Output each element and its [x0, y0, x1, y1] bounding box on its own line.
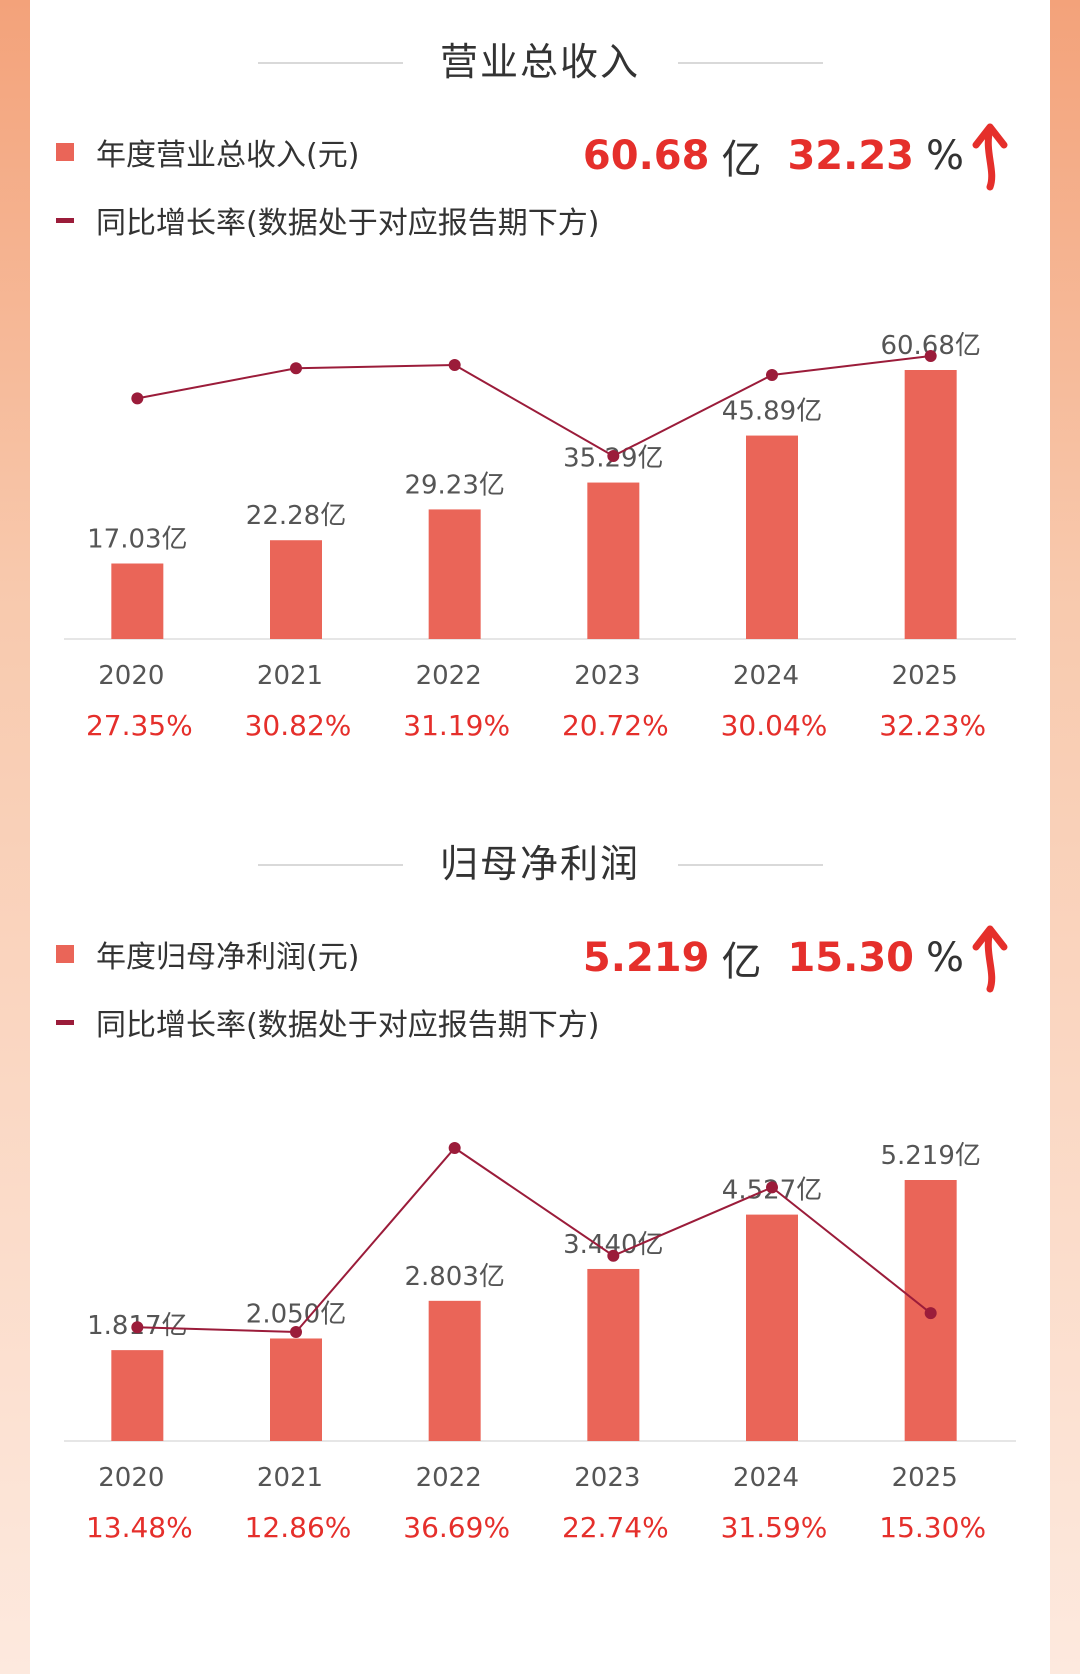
- bar: [746, 435, 798, 639]
- bar-value-label: 2.050亿: [246, 1299, 346, 1329]
- growth-point: [924, 350, 937, 362]
- legend-bar-series: 年度营业总收入(元): [56, 132, 360, 173]
- bar-value-label: 5.219亿: [880, 1141, 980, 1171]
- growth-point: [131, 392, 144, 405]
- bar: [270, 540, 322, 639]
- summary-growth: 32.23: [787, 133, 914, 179]
- legend-line-series: 同比增长率(数据处于对应报告期下方): [56, 200, 600, 241]
- x-tick-label: 2023: [574, 1463, 640, 1493]
- up-arrow-icon: [972, 123, 1008, 191]
- bar: [111, 1350, 164, 1441]
- growth-point: [607, 450, 620, 462]
- right-decor-stripe: [1050, 0, 1080, 1674]
- chart-title-row: 营业总收入: [30, 32, 1050, 92]
- bar: [428, 509, 481, 639]
- growth-point: [290, 362, 302, 375]
- chart-title: 归母净利润: [439, 842, 640, 886]
- x-tick-label: 2021: [257, 1463, 323, 1493]
- summary-growth: 15.30: [787, 935, 914, 981]
- growth-point: [290, 1326, 302, 1338]
- bar-value-label: 2.803亿: [404, 1262, 504, 1292]
- revenue-panel: 营业总收入 年度营业总收入(元) 同比增长率(数据处于对应报告期下方) 60.6…: [30, 0, 1050, 820]
- legend-bar-label: 年度归母净利润(元): [96, 940, 360, 975]
- growth-rate-label: 30.04%: [721, 709, 828, 742]
- revenue-chart: 17.03亿 2020 27.35% 22.28亿 2021 30.82% 29.23亿 20…: [64, 331, 1016, 742]
- growth-point: [766, 1181, 778, 1194]
- summary-unit: 亿: [721, 137, 762, 183]
- x-tick-label: 2022: [416, 1463, 482, 1493]
- x-tick-label: 2025: [892, 1463, 958, 1493]
- left-decor-stripe: [0, 0, 30, 1674]
- growth-rate-label: 12.86%: [245, 1511, 352, 1544]
- title-divider-left: [258, 864, 403, 866]
- latest-summary: 5.219 亿 15.30 %: [582, 925, 1010, 993]
- summary-value: 5.219: [582, 935, 710, 981]
- x-tick-label: 2021: [257, 661, 323, 691]
- title-divider-right: [678, 864, 823, 866]
- summary-unit: 亿: [721, 939, 762, 985]
- growth-rate-label: 22.74%: [562, 1511, 669, 1544]
- legend-line-swatch: [56, 1019, 74, 1025]
- bar: [587, 1268, 640, 1441]
- growth-rate-label: 30.82%: [245, 709, 352, 742]
- x-tick-label: 2023: [574, 661, 640, 691]
- growth-point: [766, 369, 778, 382]
- legend-bar-swatch: [56, 945, 74, 963]
- net-profit-panel: 归母净利润 年度归母净利润(元) 同比增长率(数据处于对应报告期下方) 5.21…: [30, 802, 1050, 1622]
- bar: [270, 1338, 322, 1441]
- growth-point: [607, 1249, 620, 1262]
- bar-value-label: 45.89亿: [722, 397, 822, 427]
- legend-bar-label: 年度营业总收入(元): [96, 138, 360, 173]
- growth-rate-label: 27.35%: [86, 709, 193, 742]
- latest-summary: 60.68 亿 32.23 %: [582, 123, 1010, 191]
- bar-value-label: 22.28亿: [246, 501, 346, 531]
- growth-line: [137, 1146, 932, 1334]
- x-tick-label: 2020: [98, 661, 164, 691]
- bar: [746, 1214, 798, 1441]
- growth-rate-label: 20.72%: [562, 709, 669, 742]
- growth-rate-label: 31.59%: [721, 1511, 828, 1544]
- title-divider-right: [678, 62, 823, 64]
- growth-point: [448, 1142, 461, 1154]
- growth-rate-label: 32.23%: [879, 709, 986, 742]
- up-arrow-icon: [972, 925, 1008, 993]
- growth-point: [924, 1307, 937, 1320]
- legend-bar-series: 年度归母净利润(元): [56, 934, 360, 975]
- content-area: 营业总收入 年度营业总收入(元) 同比增长率(数据处于对应报告期下方) 60.6…: [30, 0, 1050, 1674]
- net-profit-chart: 1.817亿202013.48%2.050亿202112.86%2.803亿20…: [64, 1141, 1016, 1544]
- legend-line-swatch: [56, 217, 74, 223]
- growth-line: [137, 355, 931, 458]
- growth-rate-label: 36.69%: [403, 1511, 510, 1544]
- x-tick-label: 2024: [733, 1463, 799, 1493]
- growth-point: [131, 1321, 144, 1334]
- x-tick-label: 2022: [416, 661, 482, 691]
- growth-rate-label: 13.48%: [86, 1511, 193, 1544]
- bar-value-label: 17.03亿: [87, 525, 187, 555]
- summary-value: 60.68: [582, 133, 710, 179]
- legend-line-series: 同比增长率(数据处于对应报告期下方): [56, 1002, 600, 1043]
- growth-rate-label: 15.30%: [879, 1511, 986, 1544]
- legend-line-label: 同比增长率(数据处于对应报告期下方): [96, 1008, 600, 1043]
- summary-percent-sign: %: [925, 935, 964, 981]
- chart-title-row: 归母净利润: [30, 834, 1050, 894]
- x-tick-label: 2020: [98, 1463, 164, 1493]
- bar: [111, 563, 164, 639]
- chart-title: 营业总收入: [439, 40, 640, 84]
- legend-line-label: 同比增长率(数据处于对应报告期下方): [96, 206, 600, 241]
- legend-bar-swatch: [56, 143, 74, 161]
- bar-value-label: 29.23亿: [404, 470, 504, 500]
- summary-percent-sign: %: [925, 133, 964, 179]
- title-divider-left: [258, 62, 403, 64]
- bar: [904, 370, 957, 639]
- growth-point: [448, 359, 461, 372]
- x-tick-label: 2024: [733, 661, 799, 691]
- x-tick-label: 2025: [892, 661, 958, 691]
- growth-rate-label: 31.19%: [403, 709, 510, 742]
- bar: [428, 1300, 481, 1441]
- bar: [587, 482, 640, 639]
